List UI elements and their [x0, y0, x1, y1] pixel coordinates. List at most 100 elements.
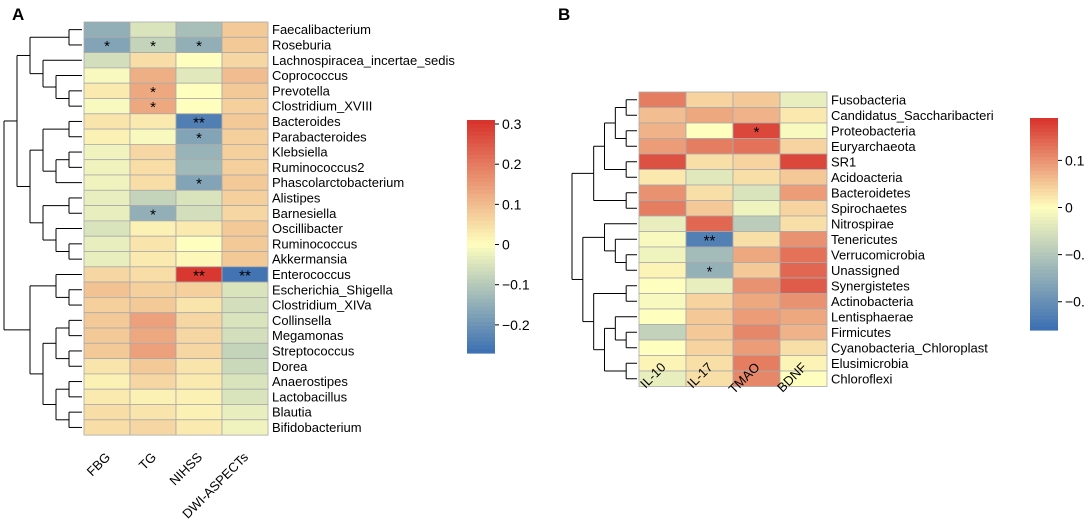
colorbar-tick-label: 0 — [1065, 200, 1073, 216]
heatmap-cell — [83, 419, 131, 436]
colorbar-segment — [467, 147, 495, 152]
heatmap-cell — [221, 98, 269, 115]
heatmap-cell — [221, 342, 269, 359]
colorbar-segment — [467, 213, 495, 218]
row-label: Coprococcus — [272, 68, 348, 83]
heatmap-cell — [175, 220, 223, 237]
colorbar-segment — [1030, 174, 1058, 179]
heatmap-cell — [175, 82, 223, 99]
heatmap-cell — [83, 143, 131, 161]
heatmap-cell — [83, 342, 131, 359]
colorbar-segment — [1030, 213, 1058, 218]
row-label: Unassigned — [831, 263, 900, 278]
heatmap-cell — [732, 153, 781, 170]
heatmap-cell — [129, 358, 177, 375]
heatmap-cell — [175, 143, 223, 161]
heatmap-cell — [83, 235, 131, 252]
heatmap-cell — [732, 293, 781, 310]
heatmap-cell — [221, 404, 269, 421]
heatmap-cell — [83, 327, 131, 344]
heatmap-cell — [732, 169, 781, 186]
row-label: Lentisphaerae — [831, 309, 913, 324]
heatmap-cell — [732, 91, 781, 108]
row-label: Prevotella — [272, 83, 331, 98]
heatmap-cell — [129, 327, 177, 344]
colorbar-segment — [467, 240, 495, 245]
heatmap-cell — [638, 200, 687, 217]
colorbar-tick-label: −0.1 — [502, 277, 530, 293]
colorbar-segment — [1030, 188, 1058, 193]
heatmap-cell — [221, 21, 269, 38]
significance-mark: ** — [193, 267, 205, 284]
heatmap-cell — [221, 189, 269, 207]
heatmap-cell — [638, 184, 687, 201]
significance-mark: * — [150, 84, 156, 101]
colorbar-segment — [1030, 245, 1058, 250]
heatmap-cell — [83, 220, 131, 237]
colorbar-segment — [1030, 312, 1058, 317]
heatmap-cell — [83, 373, 131, 390]
colorbar-segment — [467, 162, 495, 168]
colorbar-segment — [1030, 294, 1058, 299]
colorbar-segment — [1030, 291, 1058, 296]
heatmap-cell — [779, 231, 828, 248]
row-label: Bifidobacterium — [272, 420, 362, 435]
colorbar-segment — [1030, 132, 1058, 137]
heatmap-cell — [129, 312, 177, 329]
heatmap-cell — [221, 52, 269, 69]
row-label: Escherichia_Shigella — [272, 282, 393, 297]
heatmap-cell — [83, 296, 131, 314]
heatmap-cell — [129, 143, 177, 161]
colorbar-segment — [467, 170, 495, 175]
colorbar-segment — [1030, 280, 1058, 285]
colorbar-segment — [1030, 163, 1058, 169]
colorbar-segment — [467, 298, 495, 304]
heatmap-cell — [638, 122, 687, 139]
row-label: Lachnospiracea_incertae_sedis — [272, 53, 455, 68]
colorbar-segment — [467, 120, 495, 125]
heatmap-cell — [83, 52, 131, 69]
colorbar-segment — [1030, 153, 1058, 158]
heatmap-cell — [83, 251, 131, 268]
heatmap-cell — [129, 159, 177, 176]
colorbar-segment — [1030, 181, 1058, 186]
colorbar-segment — [467, 232, 495, 238]
significance-mark: * — [150, 99, 156, 116]
colorbar-segment — [1030, 322, 1058, 328]
heatmap-cell — [83, 312, 131, 329]
heatmap-cell — [83, 174, 131, 191]
heatmap-cell — [732, 262, 781, 279]
heatmap-cell — [779, 107, 828, 124]
colorbar-segment — [1030, 231, 1058, 236]
colorbar-segment — [467, 139, 495, 144]
colorbar-segment — [1030, 192, 1058, 197]
heatmap-cell — [175, 98, 223, 115]
colorbar-segment — [467, 220, 495, 226]
heatmap-cell — [221, 327, 269, 344]
colorbar-segment — [1030, 326, 1058, 331]
heatmap-cell — [221, 82, 269, 99]
heatmap-cell — [732, 339, 781, 356]
heatmap-cell — [779, 91, 828, 108]
heatmap-cell — [638, 231, 687, 248]
heatmap-cell — [638, 138, 687, 155]
colorbar-segment — [467, 209, 495, 214]
colorbar-segment — [467, 333, 495, 339]
row-label: Cyanobacteria_Chloroplast — [831, 340, 988, 355]
colorbar-segment — [467, 154, 495, 160]
colorbar-segment — [467, 267, 495, 273]
colorbar-segment — [467, 294, 495, 300]
column-label: NIHSS — [166, 449, 205, 488]
heatmap-cell — [221, 235, 269, 252]
row-label: Dorea — [272, 359, 308, 374]
colorbar-tick-label: 0.2 — [502, 156, 522, 172]
heatmap-cell — [685, 122, 734, 139]
heatmap-cell — [175, 235, 223, 252]
colorbar-segment — [467, 283, 495, 288]
heatmap-cell — [685, 324, 734, 341]
heatmap-cell — [638, 293, 687, 310]
colorbar-segment — [467, 263, 495, 269]
colorbar-segment — [1030, 234, 1058, 239]
heatmap-cell — [638, 153, 687, 170]
